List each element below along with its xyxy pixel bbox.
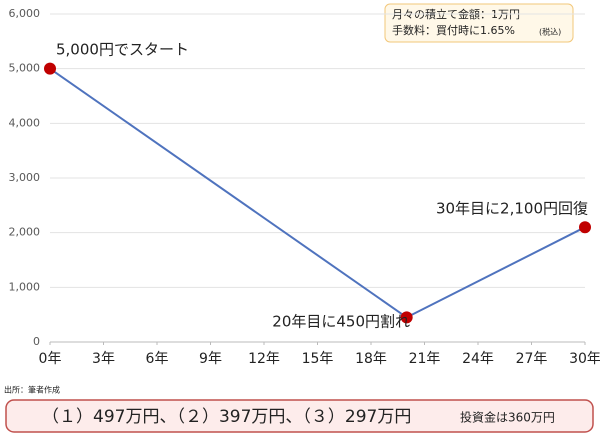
- summary-note: 投資金は360万円: [460, 410, 555, 425]
- annotation: 30年目に2,100円回復: [436, 200, 588, 218]
- annotation: 20年目に450円割れ: [272, 313, 410, 331]
- x-tick-label: 30年: [569, 351, 600, 367]
- x-tick-label: 12年: [248, 351, 280, 367]
- x-tick-label: 9年: [199, 351, 222, 367]
- annotation: 5,000円でスタート: [56, 41, 189, 59]
- marker: [44, 62, 56, 75]
- x-tick-label: 3年: [92, 351, 115, 367]
- line: [49, 67, 586, 319]
- info-line: 手数料：買付時に1.65%: [392, 23, 515, 37]
- y-tick-label: 1,000: [9, 280, 41, 293]
- x-tick-label: 27年: [516, 351, 548, 367]
- y-tick-label: 5,000: [9, 62, 41, 75]
- source: 出所：筆者作成: [4, 385, 60, 395]
- x-tick-label: 15年: [302, 351, 334, 367]
- y-tick-label: 4,000: [9, 116, 41, 129]
- x-tick-label: 18年: [355, 351, 387, 367]
- y-tick-label: 3,000: [9, 171, 41, 184]
- marker: [579, 221, 591, 234]
- x-tick-label: 6年: [146, 351, 169, 367]
- x-tick-label: 24年: [462, 351, 494, 367]
- info-note: (税込): [539, 27, 561, 37]
- y-tick-label: 0: [33, 335, 40, 348]
- y-tick-label: 2,000: [9, 226, 41, 239]
- marker: [400, 311, 413, 324]
- summary-box: [5, 399, 594, 433]
- y-tick-label: 6,000: [9, 7, 41, 20]
- x-tick-label: 0年: [39, 351, 62, 367]
- x-tick-label: 21年: [409, 351, 441, 367]
- summary-main: （１）497万円、（２）397万円、（３）297万円: [42, 407, 411, 427]
